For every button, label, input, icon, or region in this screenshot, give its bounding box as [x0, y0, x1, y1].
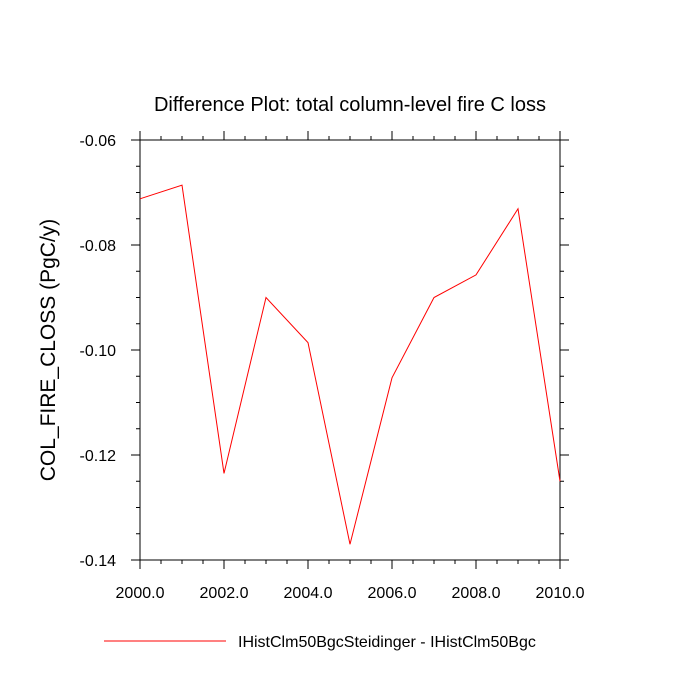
chart-title: Difference Plot: total column-level fire…: [154, 94, 546, 116]
x-tick-label: 2000.0: [116, 585, 165, 602]
x-tick-label: 2002.0: [200, 585, 249, 602]
y-tick-label: -0.08: [80, 238, 117, 255]
plot-frame: [139, 139, 561, 561]
series-line: [139, 184, 561, 545]
y-axis-label: COL_FIRE_CLOSS (PgC/y): [37, 219, 60, 482]
y-tick-label: -0.12: [80, 448, 117, 465]
y-tick-label: -0.10: [80, 343, 117, 360]
y-tick-label: -0.14: [80, 553, 117, 570]
x-tick-label: 2004.0: [284, 585, 333, 602]
x-tick-label: 2010.0: [536, 585, 585, 602]
x-tick-label: 2006.0: [368, 585, 417, 602]
y-tick-label: -0.06: [80, 133, 117, 150]
legend-label: IHistClm50BgcSteidinger - IHistClm50Bgc: [238, 634, 536, 651]
x-tick-label: 2008.0: [452, 585, 501, 602]
